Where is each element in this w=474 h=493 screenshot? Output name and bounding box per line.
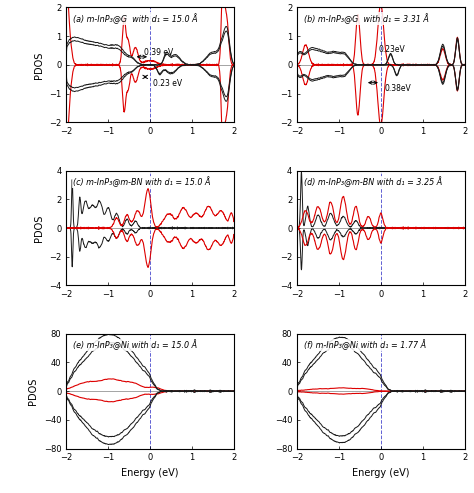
Text: 0.23eV: 0.23eV <box>379 45 406 54</box>
Text: (a) m-InP₃@G  with d₁ = 15.0 Å: (a) m-InP₃@G with d₁ = 15.0 Å <box>73 13 198 24</box>
Text: (b) m-InP₃@G  with d₁ = 3.31 Å: (b) m-InP₃@G with d₁ = 3.31 Å <box>304 13 429 24</box>
Text: (d) m-InP₃@m-BN with d₁ = 3.25 Å: (d) m-InP₃@m-BN with d₁ = 3.25 Å <box>304 176 442 187</box>
X-axis label: Energy (eV): Energy (eV) <box>352 468 410 478</box>
Y-axis label: PDOS: PDOS <box>28 378 38 405</box>
X-axis label: Energy (eV): Energy (eV) <box>121 468 179 478</box>
Text: (e) m-InP₃@Ni with d₁ = 15.0 Å: (e) m-InP₃@Ni with d₁ = 15.0 Å <box>73 340 197 350</box>
Y-axis label: PDOS: PDOS <box>34 214 44 242</box>
Text: 0.39 eV: 0.39 eV <box>144 48 173 57</box>
Text: 0.38eV: 0.38eV <box>384 84 411 93</box>
Y-axis label: PDOS: PDOS <box>34 51 44 78</box>
Text: (f) m-InP₃@Ni with d₁ = 1.77 Å: (f) m-InP₃@Ni with d₁ = 1.77 Å <box>304 340 426 350</box>
Text: 0.23 eV: 0.23 eV <box>154 79 182 88</box>
Text: (c) m-InP₃@m-BN with d₁ = 15.0 Å: (c) m-InP₃@m-BN with d₁ = 15.0 Å <box>73 176 210 187</box>
